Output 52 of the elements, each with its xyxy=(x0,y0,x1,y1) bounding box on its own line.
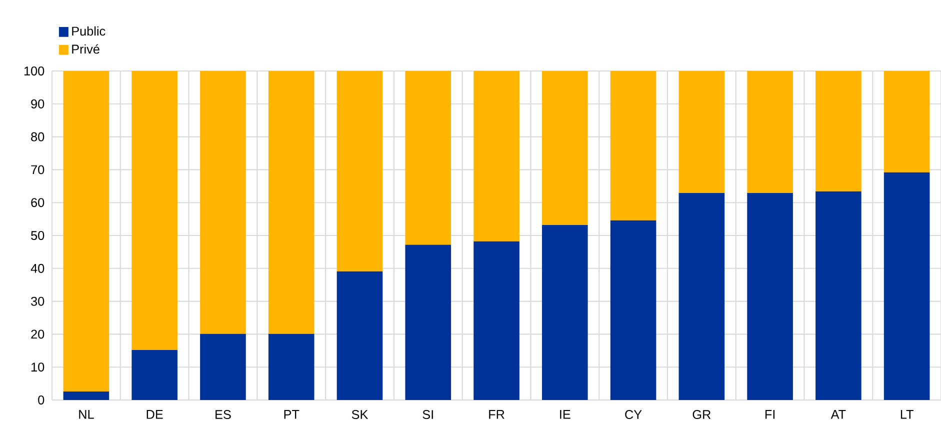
y-tick-label: 90 xyxy=(31,99,44,108)
bar xyxy=(610,220,656,400)
bar xyxy=(747,193,793,400)
bar xyxy=(200,334,246,400)
y-tick-label: 70 xyxy=(31,165,44,174)
y-tick-label: 10 xyxy=(32,362,44,372)
x-tick-label: PT xyxy=(284,410,300,419)
bar xyxy=(474,70,520,242)
x-tick-label: ES xyxy=(216,410,231,420)
y-tick-label: 80 xyxy=(31,132,44,142)
bar xyxy=(542,70,588,225)
bar xyxy=(200,71,246,334)
bar xyxy=(268,71,314,334)
x-tick-label: NL xyxy=(79,410,94,419)
y-tick-label: 50 xyxy=(31,231,44,240)
x-tick-label: LT xyxy=(900,410,914,419)
legend-label: Privé xyxy=(72,44,100,54)
bar xyxy=(474,241,520,400)
bar xyxy=(336,70,383,272)
x-tick-label: CY xyxy=(625,410,642,420)
bar xyxy=(884,70,930,172)
y-tick-label: 20 xyxy=(31,330,44,339)
bar xyxy=(405,244,452,400)
x-tick-label: SI xyxy=(422,410,433,420)
x-tick-label: FR xyxy=(489,410,504,419)
x-tick-label: GR xyxy=(692,410,711,420)
y-tick-label: 100 xyxy=(24,66,44,76)
bar xyxy=(610,70,656,220)
y-tick-label: 40 xyxy=(30,264,44,273)
bar xyxy=(884,172,930,400)
bar xyxy=(747,71,793,194)
bar xyxy=(132,350,178,400)
bar xyxy=(132,70,178,350)
y-tick-label: 30 xyxy=(31,296,44,306)
bar xyxy=(336,271,383,400)
y-tick-label: 0 xyxy=(38,396,44,404)
x-tick-label: FI xyxy=(765,410,775,419)
x-tick-label: DE xyxy=(146,410,163,419)
legend-label: Public xyxy=(72,26,106,36)
bar xyxy=(63,391,110,400)
x-tick-label: SK xyxy=(352,410,368,420)
x-tick-label: IE xyxy=(560,410,570,419)
bar xyxy=(678,193,725,400)
bar xyxy=(405,71,452,245)
x-tick-label: AT xyxy=(830,410,846,419)
bar xyxy=(678,71,725,194)
bar xyxy=(542,224,588,400)
bar xyxy=(63,70,110,392)
bar xyxy=(816,70,862,192)
bar xyxy=(268,334,314,400)
bar xyxy=(816,191,862,400)
y-tick-label: 60 xyxy=(31,198,44,208)
